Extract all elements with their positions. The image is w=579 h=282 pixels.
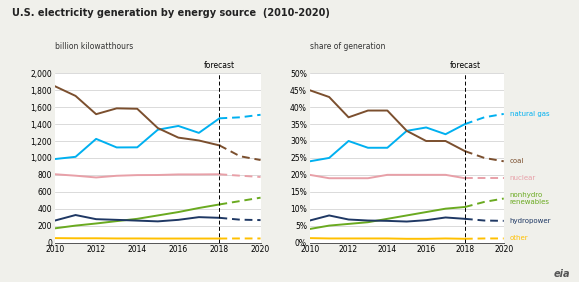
Text: natural gas: natural gas [510,111,549,117]
Text: forecast: forecast [449,61,481,70]
Text: forecast: forecast [204,61,235,70]
Text: eia: eia [554,269,570,279]
Text: hydropower: hydropower [510,218,551,224]
Text: nonhydro
renewables: nonhydro renewables [510,192,549,205]
Text: billion kilowatthours: billion kilowatthours [55,42,133,51]
Text: share of generation: share of generation [310,42,385,51]
Text: nuclear: nuclear [510,175,536,181]
Text: coal: coal [510,158,524,164]
Text: other: other [510,235,528,241]
Text: U.S. electricity generation by energy source  (2010-2020): U.S. electricity generation by energy so… [12,8,329,18]
